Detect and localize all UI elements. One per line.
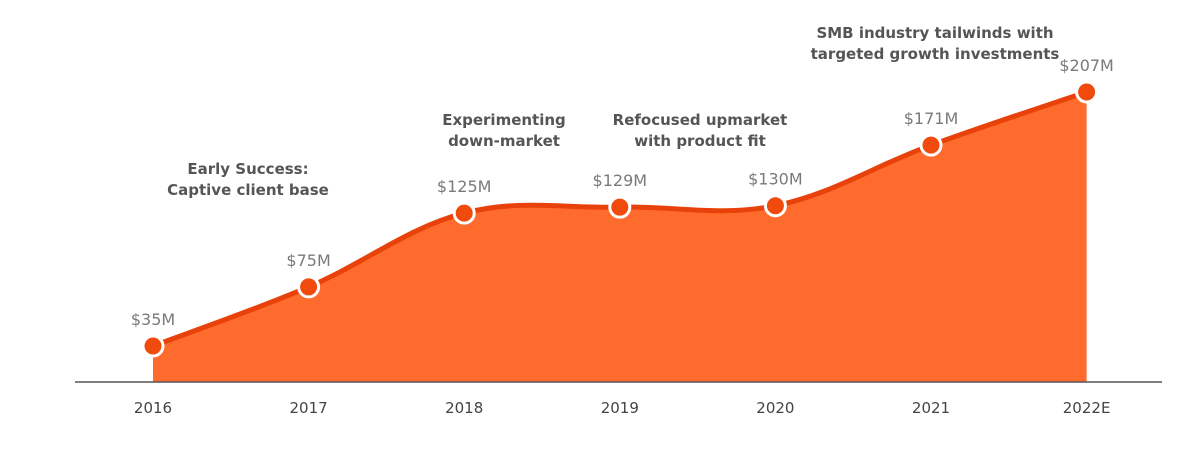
annotation-2: Experimenting down-market: [442, 111, 566, 150]
x-tick-label-2021: 2021: [912, 399, 950, 417]
annotation-4: SMB industry tailwinds with targeted grow…: [811, 24, 1060, 63]
annotation-3: Refocused upmarket with product fit: [613, 111, 788, 150]
data-point-2016: [141, 334, 165, 358]
annotation-line: targeted growth investments: [811, 45, 1060, 63]
area-fill: [153, 92, 1087, 382]
x-tick-label-2017: 2017: [290, 399, 328, 417]
annotation-line: Experimenting: [442, 111, 566, 129]
annotation-line: down-market: [448, 132, 560, 150]
annotation-1: Early Success: Captive client base: [167, 160, 329, 199]
value-label-2021: $171M: [904, 109, 959, 128]
x-tick-label-2020: 2020: [756, 399, 794, 417]
data-point-2019: [608, 195, 632, 219]
value-label-2022e: $207M: [1059, 56, 1114, 75]
value-label-2019: $129M: [593, 171, 648, 190]
annotation-line: SMB industry tailwinds with: [816, 24, 1053, 42]
annotation-line: with product fit: [634, 132, 766, 150]
value-label-2017: $75M: [286, 251, 330, 270]
value-label-2018: $125M: [437, 177, 492, 196]
data-point-2018: [452, 201, 476, 225]
x-tick-label-2018: 2018: [445, 399, 483, 417]
data-point-2020: [763, 194, 787, 218]
x-tick-label-2016: 2016: [134, 399, 172, 417]
value-label-2020: $130M: [748, 170, 803, 189]
area-layer: [150, 89, 1090, 382]
labels-layer: $35M 2016 $75M 2017 $125M 2018 $129M 2019 $130M 2…: [131, 56, 1114, 417]
x-tick-label-2019: 2019: [601, 399, 639, 417]
annotation-line: Early Success:: [187, 160, 308, 178]
data-point-2017: [297, 275, 321, 299]
marks-layer: [141, 80, 1099, 358]
x-tick-label-2022e: 2022E: [1063, 399, 1111, 417]
data-point-2021: [919, 133, 943, 157]
value-label-2016: $35M: [131, 310, 175, 329]
annotations-layer: Early Success: Captive client base Experim…: [167, 24, 1059, 199]
annotation-line: Refocused upmarket: [613, 111, 788, 129]
annotation-line: Captive client base: [167, 181, 329, 199]
data-point-2022e: [1075, 80, 1099, 104]
